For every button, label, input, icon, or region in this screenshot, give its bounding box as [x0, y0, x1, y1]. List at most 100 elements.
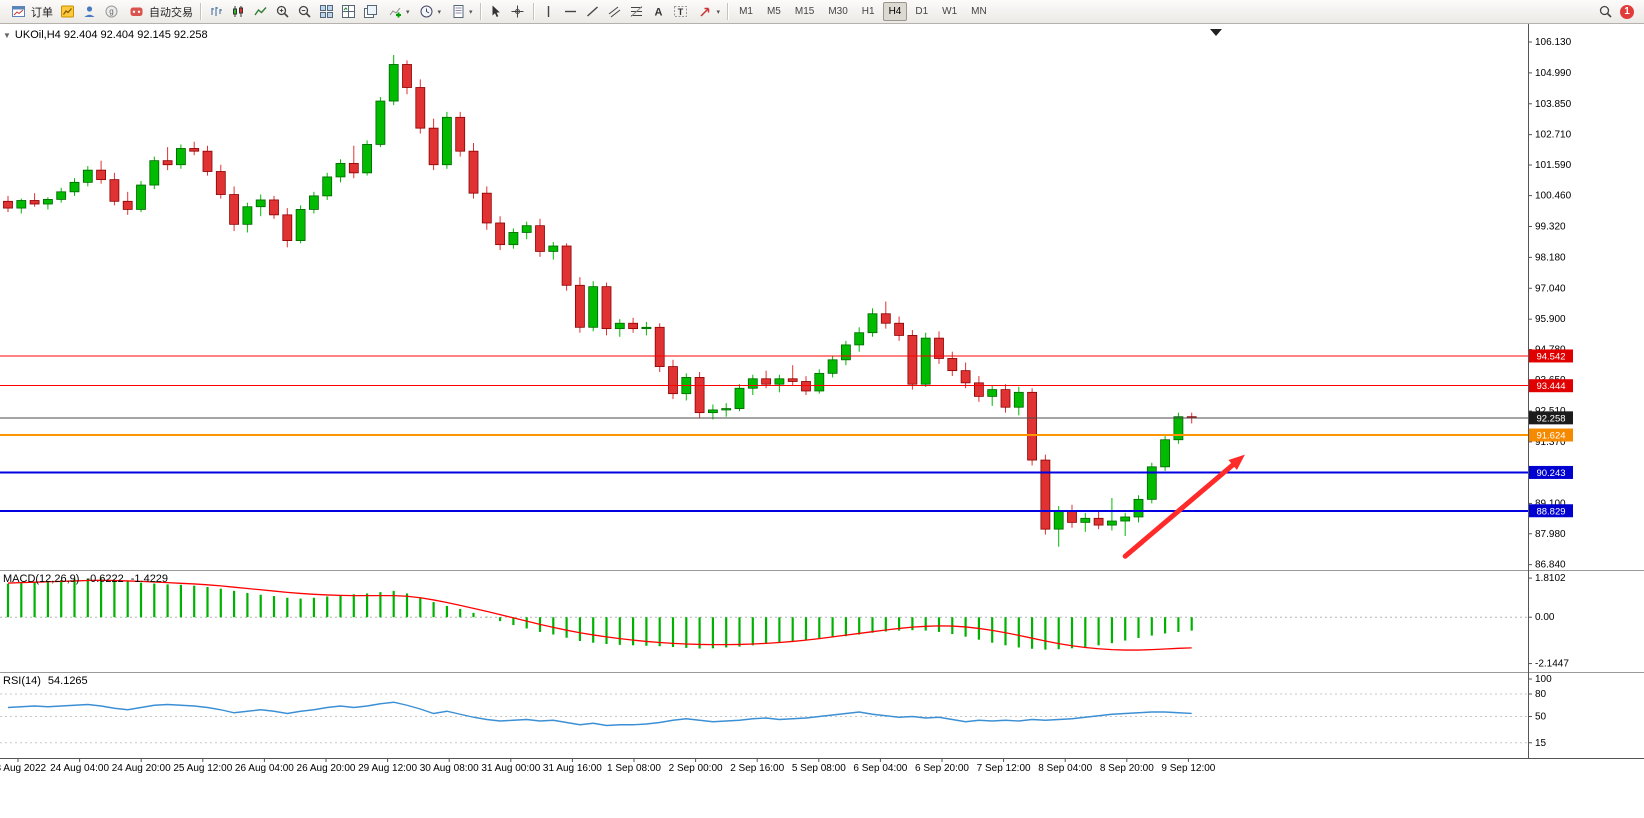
candle: [987, 389, 998, 397]
candle: [774, 378, 785, 385]
support-line-orange-tag[interactable]: [1529, 428, 1573, 442]
periods-button[interactable]: ▾: [413, 2, 445, 22]
candle: [747, 378, 758, 389]
resistance-line-2-tag[interactable]: [1529, 379, 1573, 393]
cascade-windows-icon[interactable]: [359, 1, 381, 23]
candle: [521, 225, 532, 233]
timeframe-h4-button[interactable]: H4: [882, 2, 908, 21]
timeframe-m5-button[interactable]: M5: [766, 6, 781, 17]
candle: [1027, 391, 1037, 461]
candle: [1053, 511, 1064, 530]
candle: [575, 284, 585, 328]
chart-window-icon: [7, 1, 29, 23]
toolbar-separator: [532, 3, 534, 20]
time-axis-label: 31 Aug 16:00: [543, 763, 602, 774]
macd-indicator-label: MACD(12,26,9) -0.6222 -1.4229: [3, 573, 175, 585]
new-order-button[interactable]: 订单: [4, 2, 56, 22]
horizontal-line-icon[interactable]: [560, 1, 582, 23]
candle: [122, 200, 133, 210]
price-axis-label: 89.100: [1535, 498, 1566, 509]
timeframe-h1-button[interactable]: H1: [861, 6, 875, 17]
new-chart-icon[interactable]: [56, 1, 78, 23]
price-axis-label: 87.980: [1535, 529, 1566, 540]
templates-icon: [447, 1, 469, 23]
timeframe-m15-button[interactable]: M15: [794, 6, 815, 17]
line-chart-icon[interactable]: [249, 1, 271, 23]
candle: [1107, 520, 1117, 526]
time-axis-label: 8 Sep 04:00: [1038, 763, 1092, 774]
metaquotes-icon[interactable]: g: [100, 1, 122, 23]
timeframe-w1-button[interactable]: W1: [942, 6, 958, 17]
candle: [1120, 516, 1131, 522]
rsi-axis-label: 100: [1535, 674, 1552, 685]
new-order-label: 订单: [31, 6, 53, 19]
candle: [867, 313, 878, 334]
text-label-icon[interactable]: T: [670, 1, 692, 23]
chart-shift-marker[interactable]: [1210, 29, 1222, 36]
autotrading-button[interactable]: 自动交易: [122, 2, 196, 22]
candle: [787, 378, 798, 382]
tile-windows-icon[interactable]: [315, 1, 337, 23]
trend-arrow-head[interactable]: [1228, 454, 1245, 470]
resistance-line-1-tag[interactable]: [1529, 349, 1573, 363]
support-line-blue-2-tag[interactable]: [1529, 504, 1573, 518]
bid-price-line-tag-label: 92.258: [1536, 413, 1565, 424]
candle: [561, 245, 572, 286]
periods-icon: [416, 1, 438, 23]
templates-button[interactable]: ▾: [444, 2, 476, 22]
candle: [601, 286, 612, 330]
candle: [920, 337, 931, 385]
candle: [1080, 517, 1091, 523]
candle: [654, 326, 665, 367]
timeframe-m1-button[interactable]: M1: [739, 6, 753, 17]
fibonacci-icon[interactable]: [626, 1, 648, 23]
candle: [907, 335, 918, 385]
macd-axis-label: -2.1447: [1535, 659, 1569, 670]
time-axis-label: 30 Aug 08:00: [420, 763, 479, 774]
zoom-in-icon[interactable]: [271, 1, 293, 23]
price-axis-label: 104.990: [1535, 68, 1572, 79]
macd-main-value: -0.6222: [86, 573, 124, 585]
bar-chart-icon[interactable]: [205, 1, 227, 23]
cursor-icon[interactable]: [485, 1, 507, 23]
zoom-out-icon[interactable]: [293, 1, 315, 23]
bid-price-line-tag[interactable]: [1529, 411, 1573, 425]
candle: [162, 160, 173, 166]
time-axis-label: 24 Aug 04:00: [50, 763, 109, 774]
candle: [242, 206, 253, 225]
trend-arrow-shaft[interactable]: [1122, 462, 1236, 559]
channel-icon[interactable]: [604, 1, 626, 23]
crosshair-icon[interactable]: [507, 1, 529, 23]
candle: [614, 322, 625, 330]
one-click-trading-toggle[interactable]: ▼: [3, 30, 11, 40]
candlestick-chart-icon[interactable]: [227, 1, 249, 23]
search-icon[interactable]: [1594, 1, 1616, 23]
time-axis-label: 29 Aug 12:00: [358, 763, 417, 774]
indicators-button[interactable]: ▾: [381, 2, 413, 22]
arrange-windows-icon[interactable]: [337, 1, 359, 23]
candle: [974, 382, 984, 397]
timeframe-d1-button[interactable]: D1: [915, 6, 929, 17]
vertical-line-icon[interactable]: [538, 1, 560, 23]
macd-axis-label: 0.00: [1535, 612, 1555, 623]
candle: [348, 162, 359, 174]
support-line-blue-1-tag[interactable]: [1529, 465, 1573, 479]
candle: [322, 176, 333, 197]
candle: [1133, 498, 1144, 518]
price-axis-label: 106.130: [1535, 37, 1572, 48]
notification-badge[interactable]: 1: [1620, 4, 1634, 19]
trendline-icon[interactable]: [582, 1, 604, 23]
timeframe-mn-button[interactable]: MN: [971, 6, 987, 17]
arrows-button[interactable]: ▾: [692, 2, 724, 22]
rsi-line: [7, 701, 1192, 727]
text-icon[interactable]: A: [648, 1, 670, 23]
candle: [628, 322, 638, 330]
timeframe-m30-button[interactable]: M30: [828, 6, 848, 17]
time-axis-label: 1 Sep 08:00: [607, 763, 661, 774]
candle: [668, 366, 678, 395]
profile-icon[interactable]: [78, 1, 100, 23]
time-axis-label: 2 Sep 16:00: [730, 763, 784, 774]
candle: [56, 191, 67, 200]
price-axis-label: 91.370: [1535, 437, 1566, 448]
